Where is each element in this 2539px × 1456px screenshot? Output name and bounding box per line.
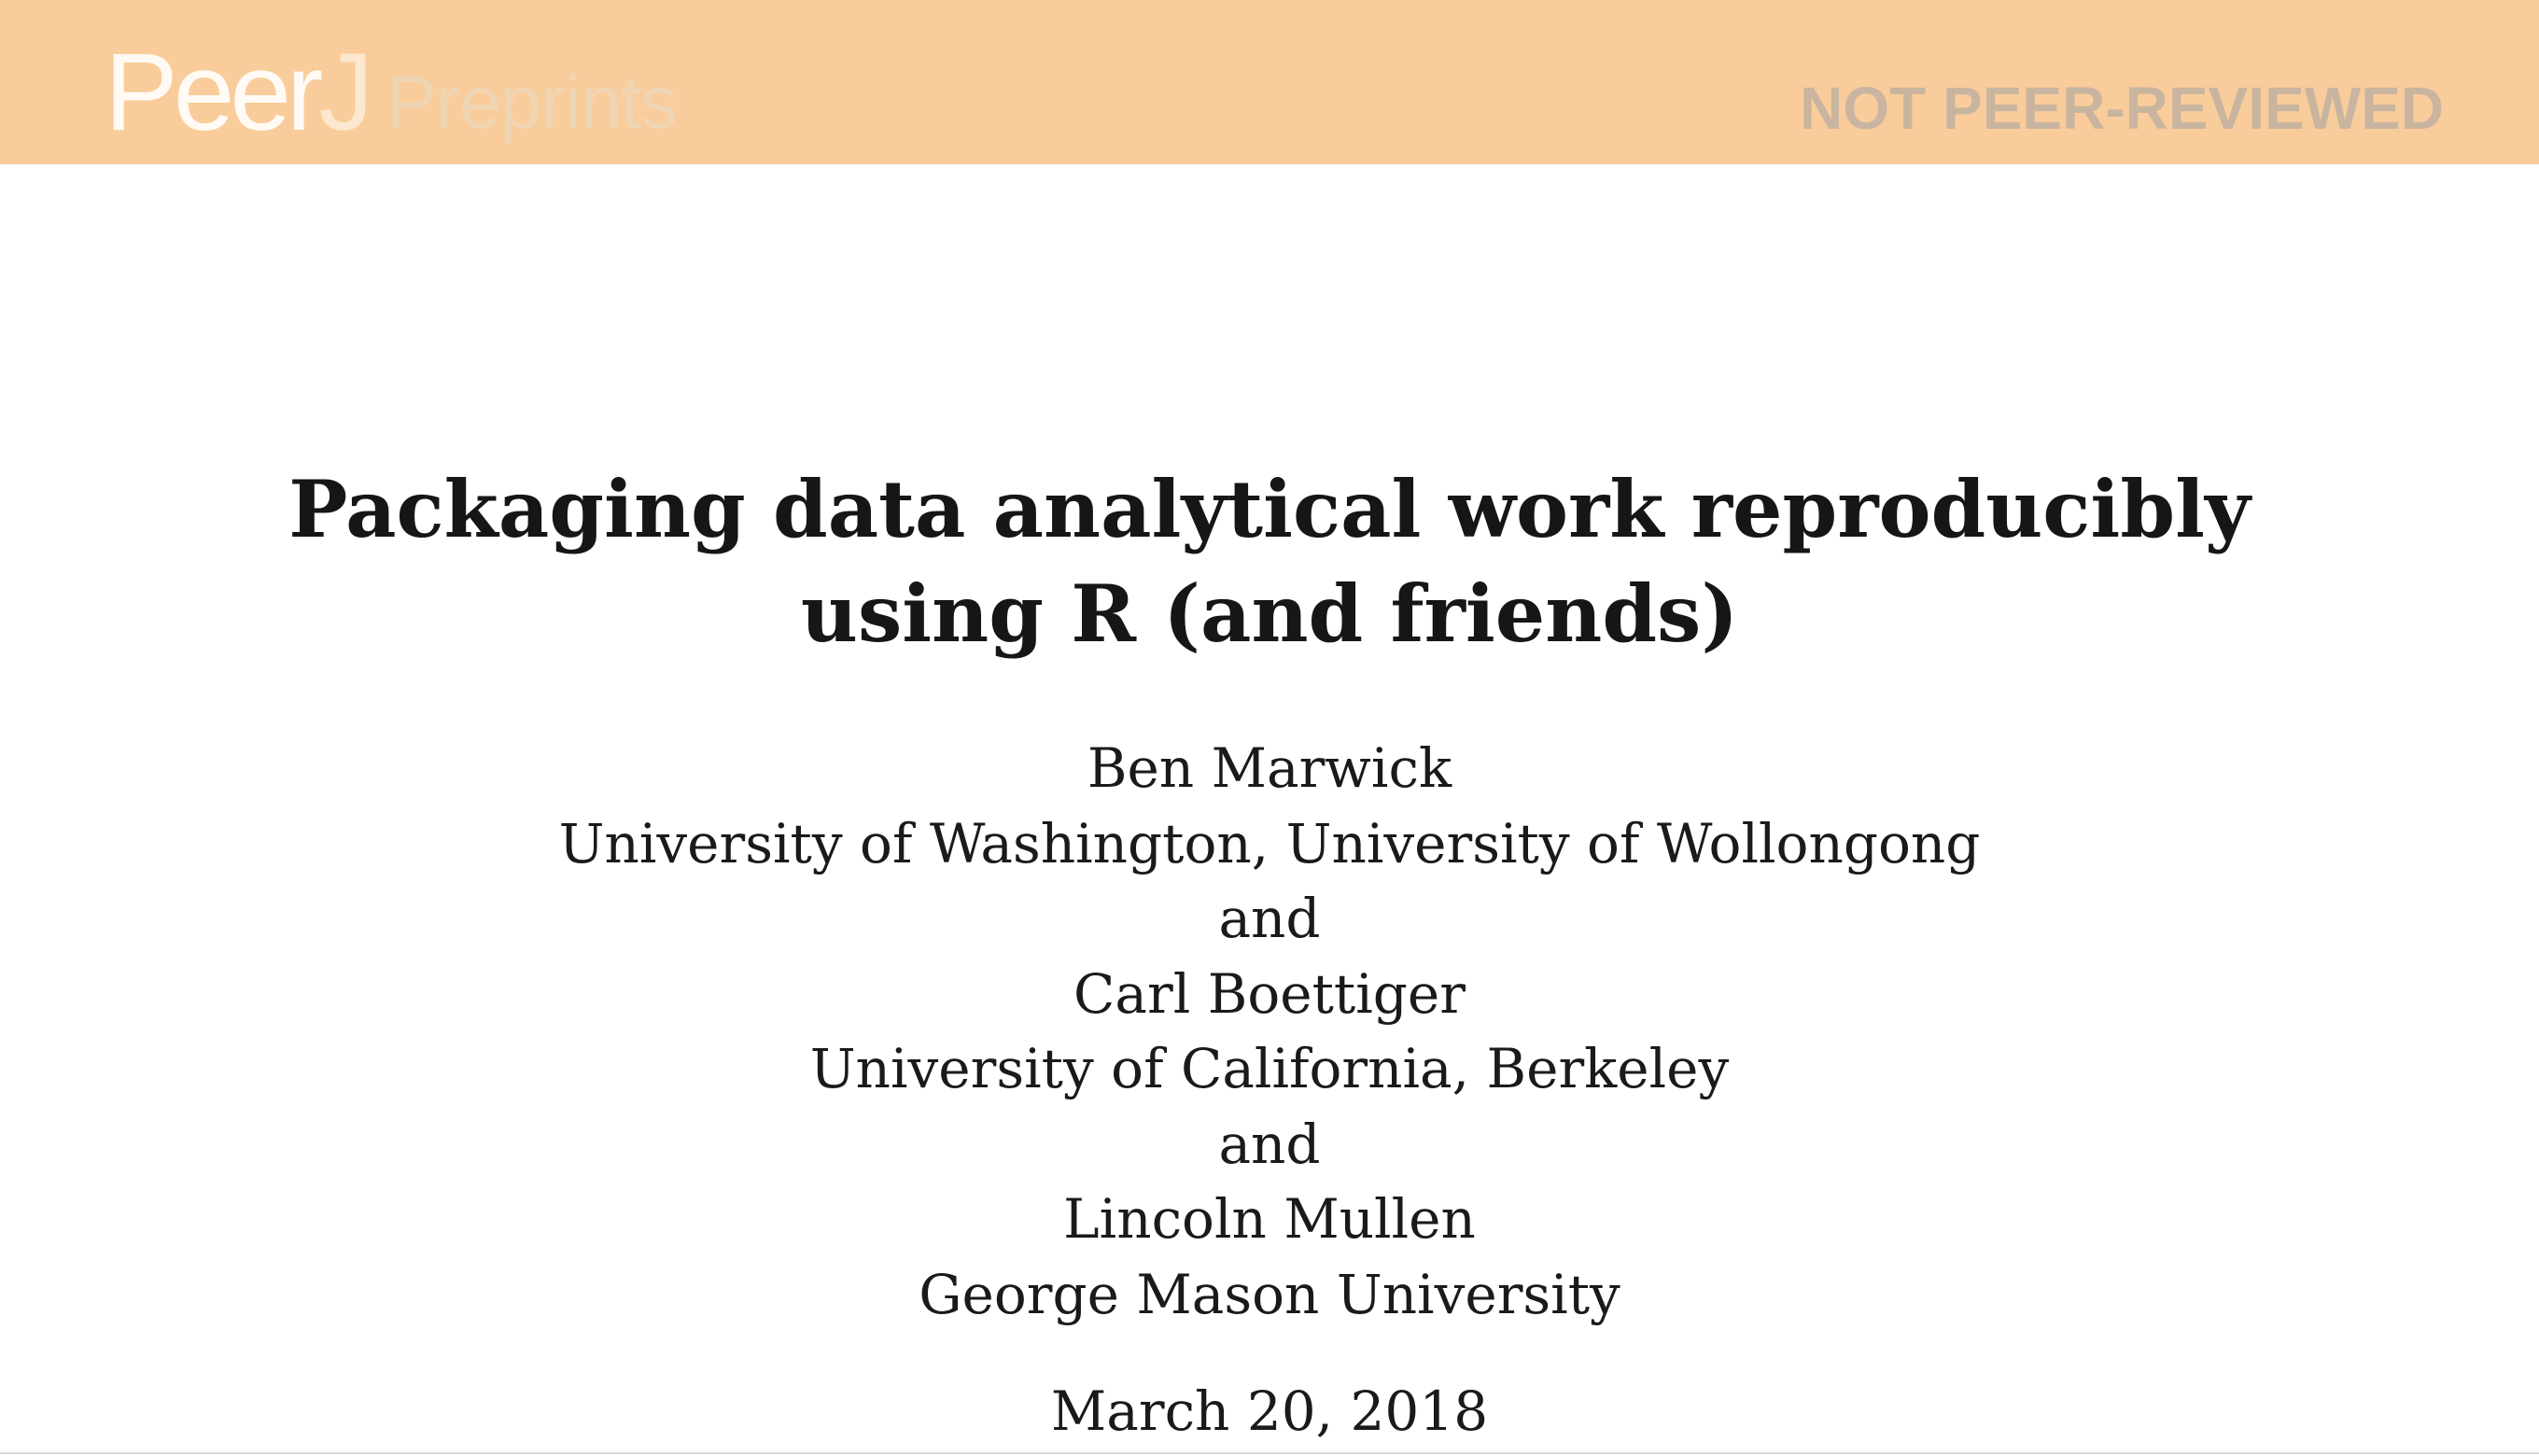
- author-name: Carl Boettiger: [1073, 961, 1466, 1026]
- preprint-banner: Peer J Preprints NOT PEER-REVIEWED: [0, 0, 2539, 164]
- page-bottom-divider: [0, 1452, 2539, 1454]
- author-name: Lincoln Mullen: [1063, 1187, 1476, 1251]
- logo-preprints-text: Preprints: [386, 61, 678, 144]
- author-affiliation: University of California, Berkeley: [809, 1037, 1730, 1100]
- author-separator: and: [1218, 1112, 1321, 1176]
- author-affiliation: George Mason University: [919, 1262, 1620, 1326]
- author-block: Ben Marwick University of Washington, Un…: [0, 731, 2539, 1332]
- logo-peer-text: Peer: [105, 31, 323, 154]
- title-line-2: using R (and friends): [800, 567, 1739, 660]
- author-name: Ben Marwick: [1087, 736, 1452, 800]
- logo-j-text: J: [318, 31, 373, 154]
- peerj-preprints-logo: Peer J Preprints: [105, 26, 678, 154]
- publication-date: March 20, 2018: [1050, 1379, 1489, 1443]
- peer-review-status: NOT PEER-REVIEWED: [1800, 75, 2444, 142]
- paper-title: Packaging data analytical work reproduci…: [0, 457, 2539, 666]
- title-line-1: Packaging data analytical work reproduci…: [288, 463, 2251, 555]
- author-affiliation: University of Washington, University of …: [558, 811, 1981, 875]
- author-separator: and: [1218, 887, 1321, 950]
